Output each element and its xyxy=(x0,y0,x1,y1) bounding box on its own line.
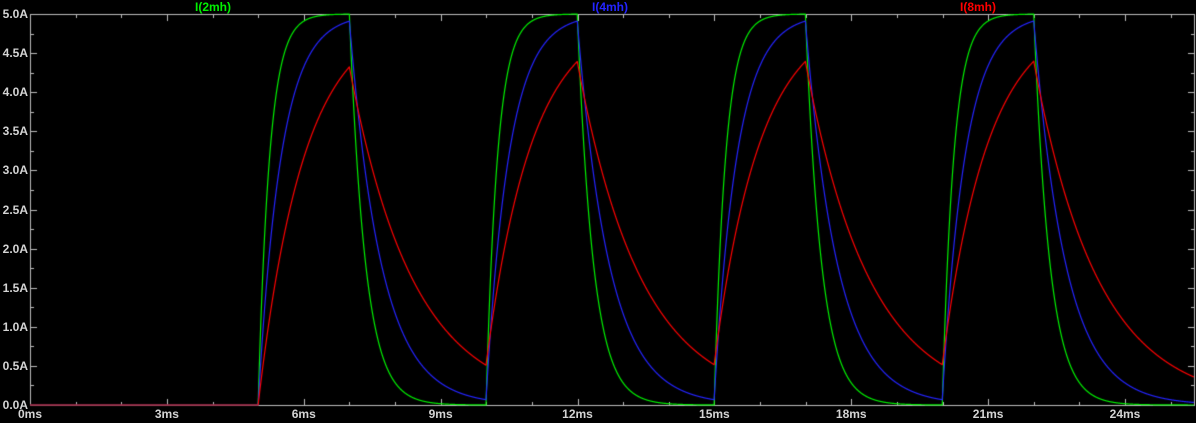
x-axis-tick-label: 24ms xyxy=(1109,407,1141,421)
x-axis-tick-label: 9ms xyxy=(428,407,453,421)
x-axis-tick-label: 21ms xyxy=(972,407,1004,421)
y-axis-tick-label: 3.0A xyxy=(2,163,28,178)
trace-legend-label-i8mh[interactable]: I(8mh) xyxy=(960,0,996,14)
y-axis-tick-label: 0.5A xyxy=(2,358,28,373)
trace-legend-label-i2mh[interactable]: I(2mh) xyxy=(195,0,231,14)
y-axis-tick-label: 1.0A xyxy=(2,319,28,334)
y-axis-tick-label: 4.5A xyxy=(2,46,28,61)
x-axis-tick-label: 12ms xyxy=(562,407,593,421)
y-axis-tick-label: 2.5A xyxy=(2,202,28,217)
y-axis-tick-label: 4.0A xyxy=(2,85,28,100)
y-axis-tick-label: 1.5A xyxy=(2,280,28,295)
y-axis-tick-label: 2.0A xyxy=(2,241,28,256)
trace-legend-label-i4mh[interactable]: I(4mh) xyxy=(592,0,628,14)
x-axis-tick-label: 18ms xyxy=(835,407,867,421)
x-axis-tick-label: 3ms xyxy=(154,407,179,421)
x-axis-tick-label: 6ms xyxy=(291,407,316,421)
y-axis-tick-label: 5.0A xyxy=(2,7,28,21)
x-axis-tick-label: 15ms xyxy=(699,407,730,421)
y-axis-tick-label: 0.0A xyxy=(2,398,28,412)
x-axis-tick-label: 0ms xyxy=(17,407,43,421)
y-axis-tick-label: 3.5A xyxy=(2,124,28,139)
